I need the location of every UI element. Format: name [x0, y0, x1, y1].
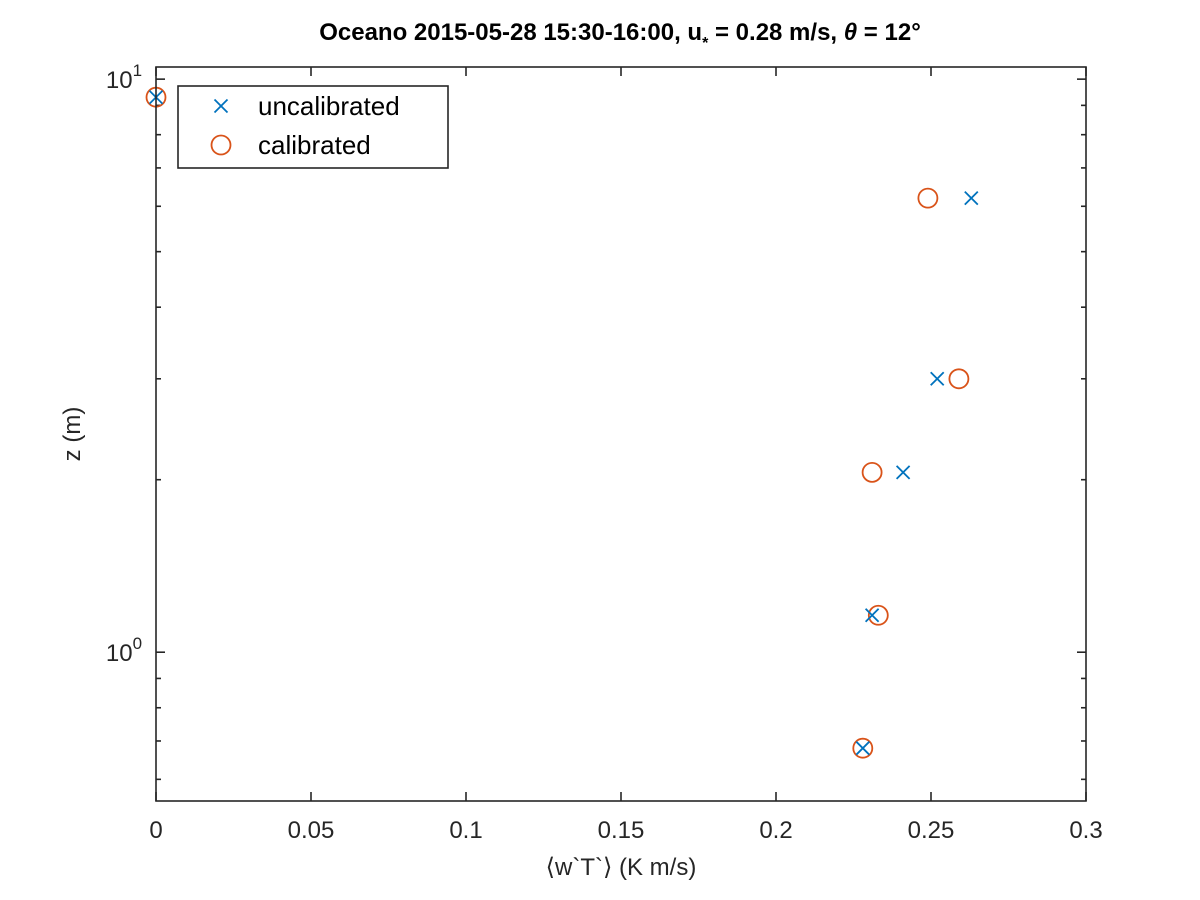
marker-uncalibrated	[930, 371, 945, 386]
x-axis-label: ⟨w`T`⟩ (K m/s)	[546, 854, 697, 881]
axis-tick-labels: 0 0.05 0.1 0.15 0.2 0.25 0.3 100 101	[106, 61, 1103, 844]
marker-calibrated	[852, 737, 874, 759]
legend-entries: uncalibrated calibrated	[210, 91, 400, 160]
marker-calibrated	[917, 187, 939, 209]
chart-title: Oceano 2015-05-28 15:30-16:00, u* = 0.28…	[319, 19, 921, 52]
plot-frame	[155, 66, 1087, 802]
x-tick-label: 0	[149, 817, 162, 844]
marker-calibrated	[948, 368, 970, 390]
y-tick-label: 101	[106, 61, 142, 94]
marker-uncalibrated	[964, 190, 979, 206]
legend-marker-calibrated	[210, 134, 232, 156]
x-tick-label: 0.1	[449, 817, 482, 844]
marker-calibrated	[861, 461, 883, 483]
x-tick-label: 0.15	[598, 817, 645, 844]
chart-title-after-subscript: = 0.28 m/s,	[708, 19, 843, 46]
marker-uncalibrated	[895, 465, 911, 480]
y-tick-label: 100	[106, 634, 142, 667]
marker-uncalibrated	[864, 608, 880, 623]
marker-uncalibrated	[855, 741, 870, 756]
chart-title-main: Oceano 2015-05-28 15:30-16:00, u	[319, 19, 702, 46]
x-tick-label: 0.05	[288, 817, 335, 844]
data-markers	[145, 86, 979, 759]
x-tick-label: 0.3	[1069, 817, 1102, 844]
y-axis-label: z (m)	[59, 407, 86, 462]
chart-title-after-theta: = 12°	[857, 19, 921, 46]
x-tick-label: 0.2	[759, 817, 792, 844]
legend-label-calibrated: calibrated	[258, 130, 371, 160]
legend-label-uncalibrated: uncalibrated	[258, 91, 400, 121]
x-tick-label: 0.25	[908, 817, 955, 844]
legend-marker-uncalibrated	[213, 98, 229, 114]
marker-calibrated	[867, 604, 889, 626]
chart-title-subscript: *	[702, 35, 709, 52]
plot-area	[156, 67, 1086, 801]
legend: uncalibrated calibrated	[177, 85, 449, 169]
chart-title-theta: θ	[844, 19, 857, 46]
